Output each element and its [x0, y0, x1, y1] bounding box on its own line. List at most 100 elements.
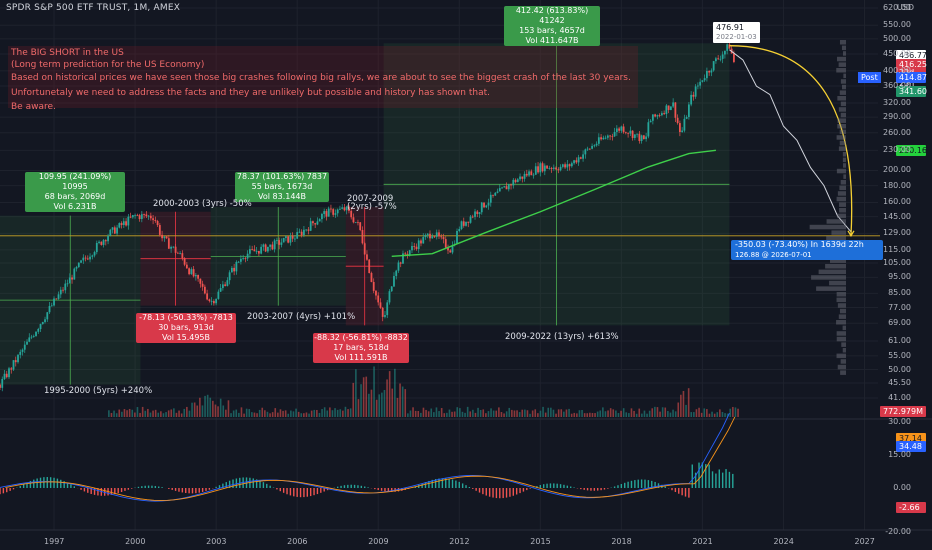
candle-body	[627, 132, 630, 134]
candle-body	[692, 94, 695, 97]
volume-bar	[245, 408, 248, 417]
macd-hist-bar	[252, 478, 254, 488]
annotation-up-2003[interactable]: 78.37 (101.63%) 7837 55 bars, 1673d Vol 83…	[235, 172, 329, 202]
candle-body	[694, 86, 697, 97]
macd-hist-bar	[259, 480, 261, 488]
candle-body	[161, 234, 163, 239]
candle-body	[381, 307, 384, 317]
macd-tick-label: 0.00	[893, 483, 911, 492]
macd-hist-bar	[39, 477, 42, 488]
volume-bar	[716, 412, 719, 417]
macd-hist-bar	[634, 480, 636, 488]
volume-bar	[537, 413, 539, 417]
macd-hist-bar	[46, 477, 48, 488]
candle-body	[48, 306, 51, 313]
volume-profile-bar	[837, 303, 846, 308]
volume-bar	[329, 407, 331, 417]
annotation-projection[interactable]: -350.03 (-73.40%) In 1639d 22h 126.88 @ 2…	[731, 240, 883, 260]
candle-body	[521, 176, 524, 179]
volume-profile-bar	[836, 56, 846, 62]
candle-body	[327, 208, 330, 217]
candle-body	[519, 176, 521, 180]
volume-bar	[160, 411, 162, 417]
macd-panel	[0, 413, 736, 502]
volume-bar	[284, 410, 287, 417]
macd-hist-bar	[56, 478, 59, 488]
macd-hist-bar	[174, 488, 177, 491]
candle-body	[125, 221, 127, 226]
macd-hist-bar	[583, 488, 585, 490]
volume-bar	[516, 410, 518, 417]
candle-body	[471, 216, 474, 218]
annotation-down-2007[interactable]: -88.32 (-56.81%) -8832 17 bars, 518d Vol 1…	[313, 333, 409, 363]
volume-bar	[542, 406, 544, 417]
candle-body	[597, 137, 600, 144]
candle-body	[116, 227, 118, 234]
macd-hist-bar	[255, 479, 258, 488]
volume-bar	[469, 411, 472, 417]
candle-body	[525, 173, 528, 176]
volume-bar	[404, 389, 407, 417]
candle-body	[343, 207, 346, 211]
volume-bar	[482, 409, 485, 417]
candle-body	[676, 117, 679, 124]
volume-bar	[381, 392, 383, 417]
annotation-up-2009[interactable]: 412.42 (613.83%) 41242 153 bars, 4657d Vol…	[504, 6, 600, 46]
volume-bar	[243, 413, 245, 417]
volume-profile-bar	[836, 331, 846, 336]
tag-macd-line: 34.48	[896, 441, 926, 452]
crash-arc	[729, 45, 853, 236]
volume-bar	[279, 409, 282, 417]
candle-body	[219, 288, 222, 292]
candle-body	[485, 205, 488, 208]
period-label-2009-2022: 2009-2022 (13yrs) +613%	[505, 332, 619, 342]
candle-body	[474, 211, 476, 217]
candle-body	[498, 188, 501, 192]
volume-bar	[230, 413, 232, 417]
macd-hist-bar	[438, 478, 440, 488]
period-label-2003-2007: 2003-2007 (4yrs) +101%	[247, 312, 356, 322]
macd-hist-bar	[681, 488, 683, 496]
volume-bar	[331, 410, 334, 417]
volume-bar	[373, 366, 375, 417]
macd-hist-bar	[725, 469, 727, 488]
volume-bar	[594, 413, 596, 417]
tag-volume: 772.979M	[880, 406, 926, 417]
candle-body	[91, 255, 94, 257]
candle-body	[174, 246, 177, 253]
macd-hist-bar	[424, 482, 427, 488]
candle-body	[359, 222, 362, 231]
candle-body	[107, 235, 109, 242]
macd-hist-bar	[93, 488, 96, 495]
candle-body	[285, 236, 287, 238]
macd-hist-bar	[701, 462, 704, 488]
candle-body	[654, 114, 657, 117]
volume-profile-bar	[837, 96, 846, 101]
candle-body	[73, 268, 76, 280]
volume-bar	[339, 409, 342, 417]
volume-bar	[334, 408, 336, 417]
volume-bar	[370, 389, 373, 417]
candle-body	[690, 94, 693, 105]
candle-body	[332, 209, 335, 215]
volume-profile-bar	[836, 336, 846, 342]
candle-body	[291, 235, 294, 239]
peak-label: 476.91 2022-01-03	[713, 22, 760, 43]
volume-bar	[121, 411, 123, 417]
volume-bar	[362, 377, 365, 417]
candle-body	[642, 135, 645, 140]
candle-body	[59, 289, 62, 295]
annotation-down-2000[interactable]: -78.13 (-50.33%) -7813 30 bars, 913d Vol 1…	[136, 313, 236, 343]
candle-body	[411, 246, 413, 251]
volume-bar	[508, 407, 511, 417]
annotation-up-1995[interactable]: 109.95 (241.09%) 10995 68 bars, 2069d Vol …	[25, 172, 125, 212]
volume-bar	[115, 413, 118, 417]
volume-bar	[690, 412, 693, 417]
volume-bar	[232, 410, 235, 417]
volume-bar	[303, 413, 305, 417]
candle-body	[469, 216, 472, 223]
tag-macd-hist: -2.66	[896, 502, 926, 513]
volume-bar	[391, 388, 394, 417]
macd-hist-bar	[715, 473, 717, 488]
